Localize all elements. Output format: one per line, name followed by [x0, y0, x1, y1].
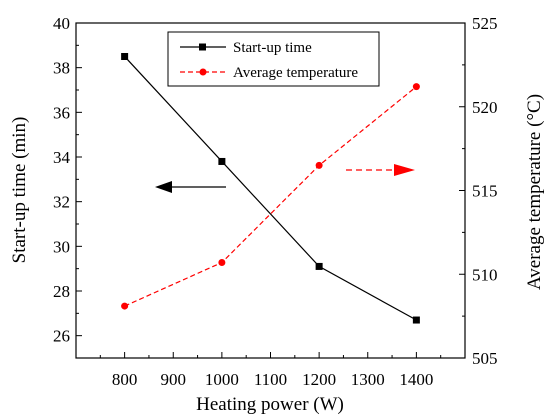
series-layer: [121, 53, 420, 324]
legend-label-average-temperature: Average temperature: [233, 65, 358, 81]
x-tick-label: 1300: [351, 370, 385, 389]
left-y-axis-title: Start-up time (min): [9, 117, 30, 264]
annotation-layer: [155, 164, 415, 193]
right-y-axis-title: Average temperature (°C): [524, 94, 545, 290]
right-y-tick-label: 525: [472, 14, 498, 33]
right-y-tick-label: 510: [472, 265, 498, 284]
left-y-tick-label: 38: [53, 59, 70, 78]
x-tick-label: 900: [161, 370, 187, 389]
right-y-tick-label: 520: [472, 98, 498, 117]
legend: Start-up time Average temperature: [167, 31, 380, 87]
data-point-start-up-time: [315, 262, 323, 270]
right-axis-arrow-head: [394, 164, 415, 176]
left-y-tick-label: 28: [53, 282, 70, 301]
legend-marker-start-up-time: [199, 43, 206, 51]
series-line-start-up-time: [124, 56, 417, 321]
data-point-average-temperature: [218, 259, 226, 267]
x-tick-label: 1400: [399, 370, 433, 389]
data-point-average-temperature: [315, 161, 323, 169]
left-axis-arrow-head: [155, 181, 172, 193]
left-y-tick-label: 26: [53, 327, 70, 346]
data-point-start-up-time: [412, 316, 420, 324]
legend-marker-average-temperature: [199, 68, 207, 76]
left-y-tick-label: 40: [53, 14, 70, 33]
ticks-layer: 800 900 1000 1100 1200 1300 1400 26 28 30 32 34 36 38…: [53, 14, 498, 389]
data-point-average-temperature: [121, 302, 129, 310]
data-point-start-up-time: [218, 157, 226, 165]
left-y-tick-label: 34: [53, 148, 71, 167]
x-tick-label: 1200: [302, 370, 336, 389]
left-y-tick-label: 36: [53, 103, 70, 122]
x-tick-label: 1100: [254, 370, 287, 389]
legend-label-start-up-time: Start-up time: [233, 40, 312, 56]
series-line-average-temperature: [124, 86, 417, 307]
x-tick-label: 800: [112, 370, 138, 389]
right-y-tick-label: 515: [472, 182, 498, 201]
data-point-average-temperature: [412, 83, 420, 91]
x-axis-title: Heating power (W): [196, 394, 344, 415]
left-y-tick-label: 30: [53, 237, 70, 256]
left-y-tick-label: 32: [53, 193, 70, 212]
legend-box: [167, 31, 380, 87]
x-tick-label: 1000: [205, 370, 239, 389]
data-point-start-up-time: [121, 53, 129, 60]
right-y-tick-label: 505: [472, 349, 498, 368]
